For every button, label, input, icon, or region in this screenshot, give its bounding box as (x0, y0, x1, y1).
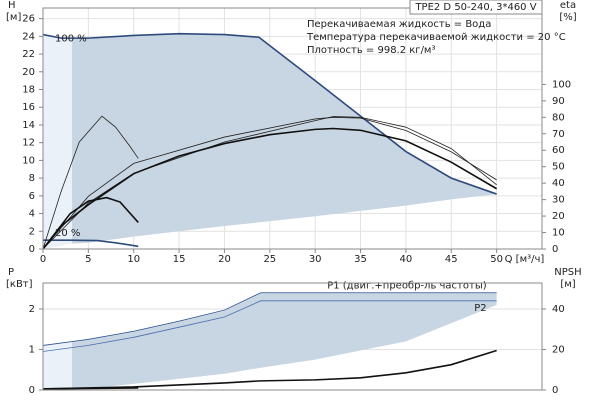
y-tick-label: 2 (29, 304, 35, 315)
x-tick-label: 15 (173, 254, 186, 265)
y-tick-label: 18 (22, 85, 35, 96)
y-tick-label: 12 (22, 138, 35, 149)
y-tick-label: 8 (29, 173, 35, 184)
y2-axis-label: NPSH (554, 267, 581, 278)
y-axis-label: P (8, 267, 14, 278)
y-axis-label: H (8, 0, 16, 11)
y-tick-label: 22 (22, 49, 35, 60)
y2-tick-label: 70 (552, 129, 565, 140)
y2-tick-label: 30 (552, 195, 565, 206)
operating-range (72, 33, 497, 244)
y2-axis-unit: [%] (559, 12, 576, 23)
y2-tick-label: 0 (552, 385, 558, 396)
y2-tick-label: 0 (552, 244, 558, 255)
curve-label: P1 (двиг.+преобр-ль частоты) (327, 281, 487, 292)
curve (42, 387, 139, 390)
x-tick-label: 0 (40, 254, 46, 265)
note: Плотность = 998.2 кг/м³ (307, 45, 436, 56)
y-tick-label: 0 (29, 385, 35, 396)
y-tick-label: 20 (22, 67, 35, 78)
x-tick-label: 5 (85, 254, 91, 265)
y2-axis-unit: [м] (560, 279, 575, 290)
curve (42, 196, 139, 250)
y-tick-label: 2 (29, 226, 35, 237)
x-tick-label: 20 (218, 254, 231, 265)
curve (43, 239, 139, 248)
x-tick-label: 30 (309, 254, 322, 265)
y-tick-label: 4 (29, 209, 35, 220)
curve (42, 300, 497, 352)
curve (42, 349, 497, 390)
chart-title: TPE2 D 50-240, 3*460 V (414, 2, 536, 13)
curve (42, 116, 497, 250)
y-axis-unit: [кВт] (6, 279, 33, 290)
x-tick-label: 50 (490, 254, 503, 265)
y2-tick-label: 60 (552, 145, 565, 156)
y2-axis-label: eta (560, 0, 576, 11)
y2-tick-label: 10 (552, 228, 565, 239)
title-box (409, 0, 543, 15)
x-tick-label: 25 (263, 254, 276, 265)
x-tick-label: 45 (445, 254, 458, 265)
curve (42, 32, 497, 195)
operating-range (43, 341, 73, 390)
y2-tick-label: 80 (552, 112, 565, 123)
y2-tick-label: 90 (552, 96, 565, 107)
curve (42, 116, 497, 250)
operating-range (43, 34, 73, 249)
y-tick-label: 24 (22, 31, 35, 42)
curve-label: 100 % (55, 34, 87, 45)
x-axis-label: Q [м³/ч] (505, 254, 545, 265)
y-tick-label: 26 (22, 14, 35, 25)
y-tick-label: 1 (29, 344, 35, 355)
x-tick-label: 10 (127, 254, 140, 265)
note: Перекачиваемая жидкость = Вода (307, 19, 491, 30)
plot-frame (42, 7, 543, 250)
y-tick-label: 10 (22, 155, 35, 166)
curve-label: P2 (474, 303, 486, 314)
y-tick-label: 0 (29, 244, 35, 255)
x-tick-label: 40 (400, 254, 413, 265)
note: Температура перекачиваемой жидкости = 20… (306, 32, 566, 43)
y2-tick-label: 50 (552, 162, 565, 173)
curve-label: 20 % (55, 228, 80, 239)
y2-tick-label: 100 (552, 79, 571, 90)
y2-tick-label: 40 (552, 178, 565, 189)
y-tick-label: 6 (29, 191, 35, 202)
curve (42, 115, 139, 250)
y2-tick-label: 40 (552, 304, 565, 315)
y2-tick-label: 20 (552, 344, 565, 355)
curve (42, 127, 498, 250)
y2-tick-label: 20 (552, 211, 565, 222)
y-axis-unit: [м] (6, 12, 21, 23)
y-tick-label: 14 (22, 120, 35, 131)
plot-frame (42, 282, 543, 391)
operating-range (72, 292, 497, 390)
y-tick-label: 16 (22, 102, 35, 113)
curve (42, 292, 497, 346)
x-tick-label: 35 (354, 254, 367, 265)
